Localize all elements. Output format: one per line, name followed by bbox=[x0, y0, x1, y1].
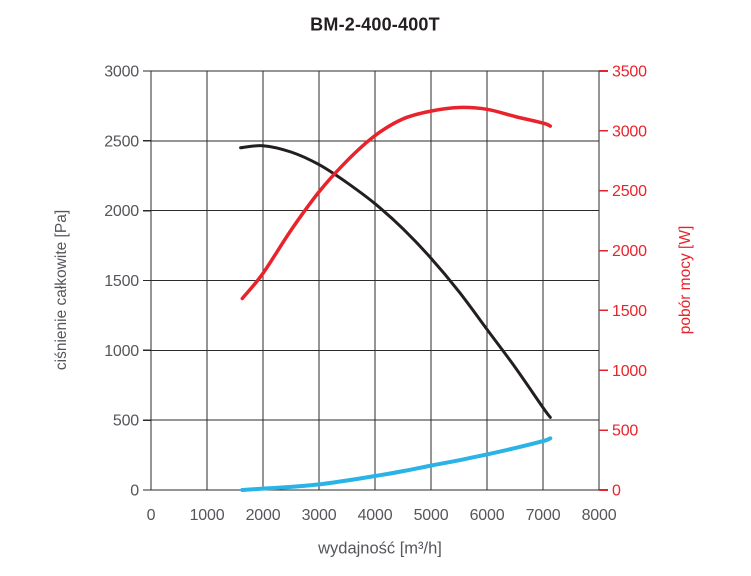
y-left-tick-label: 3000 bbox=[104, 64, 139, 81]
x-tick-label: 1000 bbox=[190, 507, 225, 524]
y-right-tick-label: 3500 bbox=[612, 64, 647, 81]
x-axis-label: wydajność [m³/h] bbox=[318, 539, 442, 558]
x-tick-label: 3000 bbox=[302, 507, 337, 524]
x-tick-label: 6000 bbox=[470, 507, 505, 524]
x-tick-label: 0 bbox=[147, 507, 156, 524]
x-tick-label: 5000 bbox=[414, 507, 449, 524]
y-axis-left-label: ciśnienie całkowite [Pa] bbox=[53, 209, 70, 371]
y-right-tick-label: 2500 bbox=[612, 183, 647, 200]
y-left-tick-label: 0 bbox=[130, 483, 139, 500]
y-axis-right-label: pobór mocy [W] bbox=[677, 225, 694, 335]
y-right-tick-label: 3000 bbox=[612, 123, 647, 140]
y-left-tick-label: 1000 bbox=[104, 343, 139, 360]
y-left-tick-label: 2000 bbox=[104, 203, 139, 220]
y-right-tick-label: 2000 bbox=[612, 243, 647, 260]
x-tick-label: 7000 bbox=[526, 507, 561, 524]
curve-aux-cyan bbox=[240, 436, 553, 492]
y-right-tick-label: 0 bbox=[612, 483, 621, 500]
x-tick-label: 2000 bbox=[246, 507, 281, 524]
curve-pobor-mocy bbox=[240, 105, 553, 301]
x-tick-label: 8000 bbox=[582, 507, 617, 524]
chart-title: BM-2-400-400T bbox=[310, 14, 440, 35]
y-left-tick-label: 1500 bbox=[104, 273, 139, 290]
y-right-tick-label: 1000 bbox=[612, 363, 647, 380]
y-right-tick-label: 1500 bbox=[612, 303, 647, 320]
y-left-tick-label: 500 bbox=[113, 413, 139, 430]
y-right-tick-label: 500 bbox=[612, 423, 638, 440]
x-tick-label: 4000 bbox=[358, 507, 393, 524]
y-left-tick-label: 2500 bbox=[104, 133, 139, 150]
curve-cisnienie-calkowite bbox=[239, 144, 552, 419]
